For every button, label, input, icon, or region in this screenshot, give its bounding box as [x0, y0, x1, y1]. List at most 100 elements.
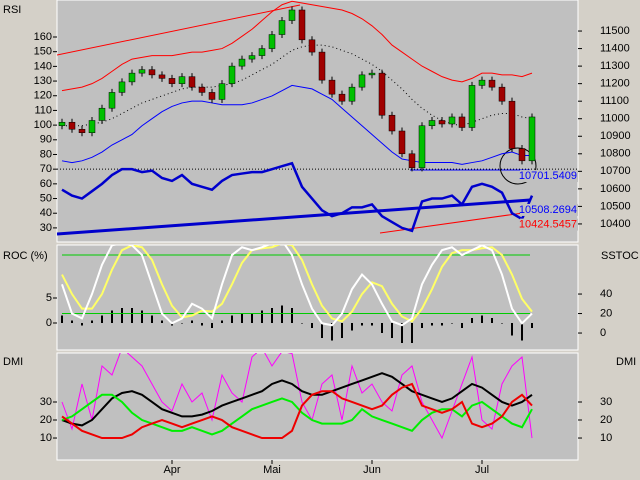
candle-body — [358, 74, 366, 88]
roc-bar — [261, 310, 263, 323]
candle-body — [378, 72, 386, 116]
candle-body — [58, 121, 66, 126]
candle-body — [388, 114, 396, 132]
y-tick-label: 80 — [40, 148, 52, 160]
candle-body — [118, 81, 126, 93]
candle-body — [498, 86, 506, 102]
y-tick-label: 50 — [40, 192, 52, 204]
y-tick-label: 110 — [34, 104, 52, 116]
panel-dmi — [56, 352, 579, 461]
y2-tick-label: 30 — [600, 396, 612, 408]
y2-tick-label: 11000 — [600, 113, 630, 125]
candle-body — [258, 48, 266, 56]
y-tick-label: 140 — [34, 60, 52, 72]
y2-tick-label: 20 — [600, 307, 612, 319]
roc-bar — [241, 313, 243, 323]
candle-body — [408, 153, 416, 169]
series-line — [61, 393, 533, 436]
roc-bar — [451, 323, 453, 324]
candle-body — [88, 120, 96, 133]
candle-body — [518, 148, 526, 162]
roc-bar — [521, 323, 523, 341]
y2-tick-label: 20 — [600, 414, 612, 426]
candle-body — [78, 128, 86, 133]
y-tick-label: 130 — [34, 75, 52, 87]
series-line — [61, 353, 533, 440]
roc-bar — [351, 323, 353, 331]
roc-bar — [111, 310, 113, 323]
y-tick-label: 40 — [40, 207, 52, 219]
candle-body — [278, 20, 286, 35]
candle-body — [138, 69, 146, 74]
roc-bar — [191, 320, 193, 323]
y-tick-label: 30 — [40, 222, 52, 234]
roc-bar — [131, 308, 133, 323]
candle-body — [508, 100, 516, 149]
candle-body — [288, 9, 296, 21]
roc-bar — [331, 323, 333, 341]
roc-bar — [481, 315, 483, 323]
candle-body — [188, 76, 196, 88]
y-tick-label: 100 — [34, 119, 52, 131]
roc-bar — [181, 323, 183, 324]
y-tick-label: 160 — [34, 31, 52, 43]
candle-body — [218, 83, 226, 100]
y-tick-label: 120 — [34, 90, 52, 102]
roc-bar — [321, 323, 323, 338]
series-line — [61, 0, 533, 92]
candle-body — [448, 116, 456, 125]
candle-body — [68, 121, 76, 130]
roc-bar — [461, 323, 463, 328]
y-tick-label: 60 — [40, 178, 52, 190]
y-tick-label: 90 — [40, 134, 52, 146]
roc-bar — [391, 323, 393, 338]
candle-body — [438, 120, 446, 125]
y2-tick-label: 11300 — [600, 60, 630, 72]
candle-body — [418, 125, 426, 169]
candle-body — [478, 79, 486, 86]
candle-body — [158, 74, 166, 79]
trend-line — [57, 4, 301, 56]
x-tick-label: Jun — [363, 464, 381, 476]
roc-bar — [61, 315, 63, 323]
candle-body — [198, 86, 206, 93]
y2-tick-label: 10800 — [600, 148, 631, 160]
y2-tick-label: 11200 — [600, 78, 630, 90]
candle-body — [368, 72, 376, 76]
y2-tick-label: 10 — [600, 432, 612, 444]
roc-bar — [141, 310, 143, 323]
roc-bar — [301, 323, 303, 324]
roc-bar — [381, 323, 383, 333]
y2-tick-label: 40 — [600, 288, 612, 300]
roc-bar — [431, 323, 433, 326]
y2-tick-label: 11400 — [600, 42, 630, 54]
value-label: 10508.2694 — [519, 204, 577, 216]
roc-bar — [531, 323, 533, 328]
y-tick-label: 150 — [34, 46, 52, 58]
candle-body — [348, 86, 356, 102]
roc-bar — [411, 323, 413, 343]
y-tick-label: 0 — [46, 317, 52, 329]
series-line — [61, 161, 534, 233]
roc-bar — [281, 305, 283, 323]
x-tick-label: Mai — [263, 464, 281, 476]
roc-bar — [201, 323, 203, 326]
candle-body — [488, 79, 496, 88]
highlight-circle — [499, 147, 537, 185]
oscillator-layer — [61, 245, 533, 343]
y-axis-label: DMI — [3, 356, 23, 368]
x-tick-label: Apr — [163, 464, 180, 476]
candle-body — [98, 107, 106, 121]
roc-bar — [101, 315, 103, 323]
y-tick-label: 70 — [40, 163, 52, 175]
y-tick-label: 30 — [40, 396, 52, 408]
y2-axis-label: SSTOC — [601, 250, 639, 262]
roc-bar — [501, 323, 503, 324]
series-line — [61, 372, 533, 427]
candle-body — [298, 9, 306, 41]
candle-body — [238, 58, 246, 67]
y2-tick-label: 10700 — [600, 165, 631, 177]
candle-body — [318, 51, 326, 81]
candle-body — [428, 120, 436, 126]
